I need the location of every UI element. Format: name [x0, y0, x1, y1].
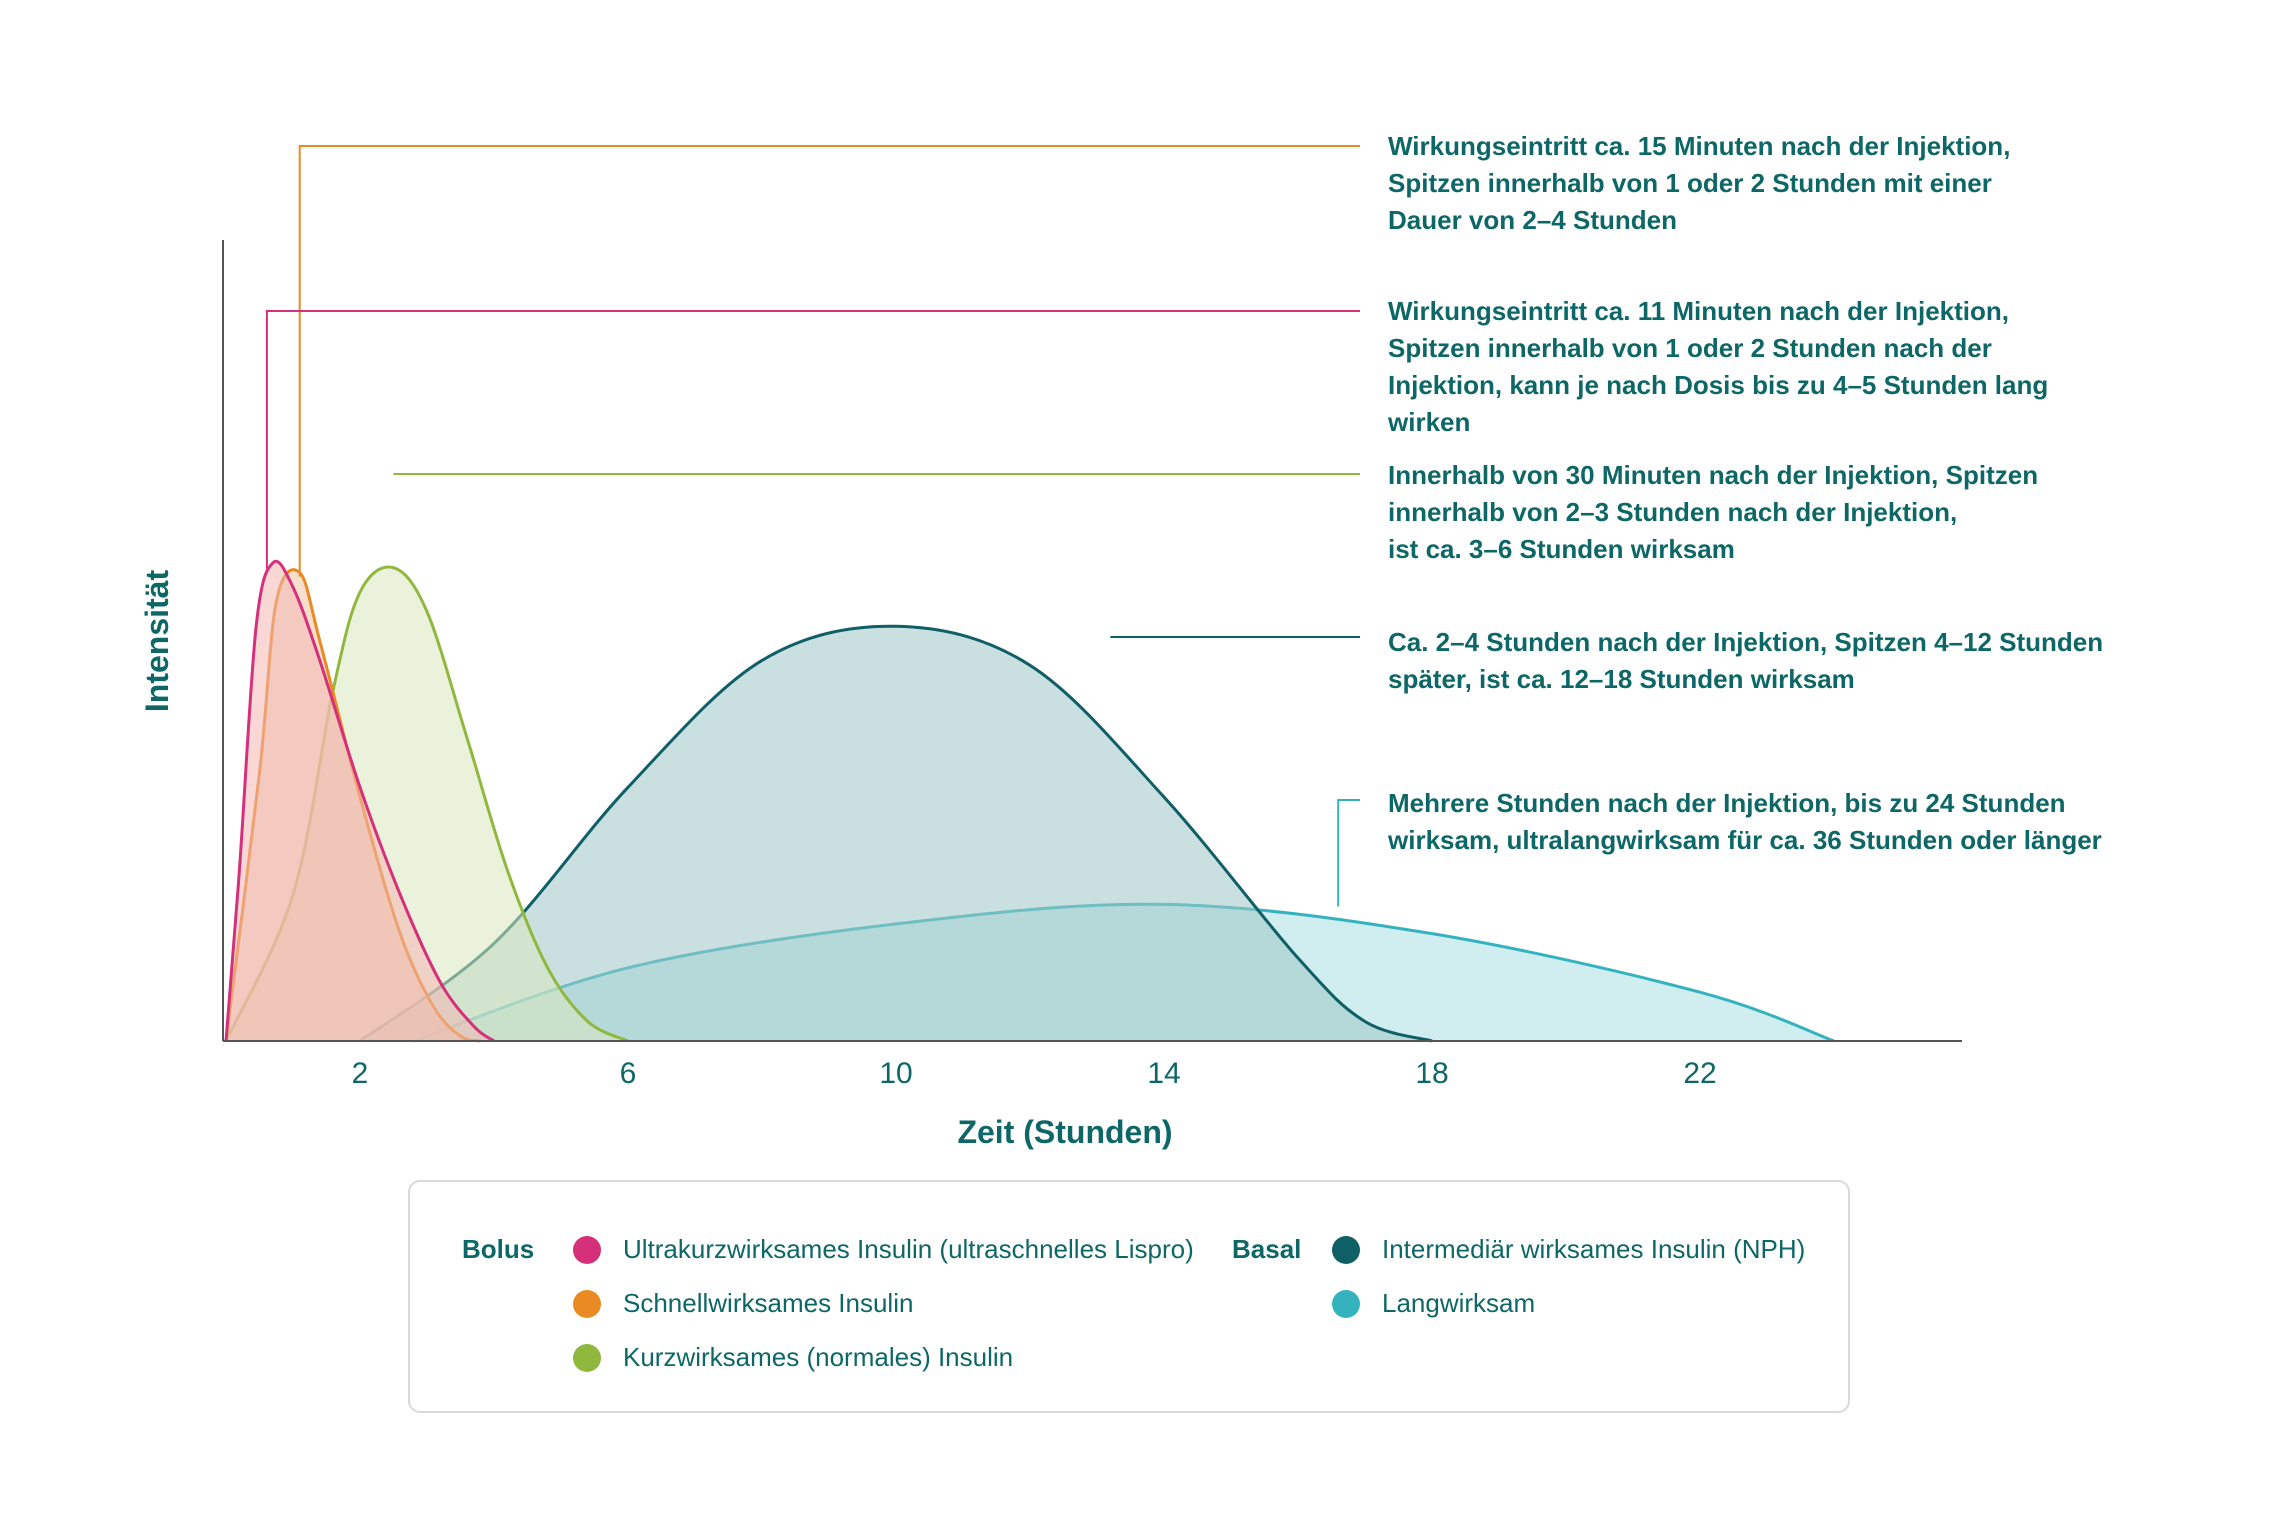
legend-label: Kurzwirksames (normales) Insulin: [623, 1342, 1014, 1372]
legend-marker: [573, 1343, 601, 1372]
legend-item-nph: Intermediär wirksames Insulin (NPH): [1332, 1234, 1805, 1265]
annotation-leader-1: [265, 310, 1360, 569]
annotation-line: Spitzen innerhalb von 1 oder 2 Stunden n…: [1388, 333, 1992, 363]
annotation-0: Wirkungseintritt ca. 15 Minuten nach der…: [1388, 128, 2248, 239]
annotation-line: wirken: [1388, 407, 1471, 437]
legend-label: Intermediär wirksames Insulin (NPH): [1382, 1234, 1806, 1264]
annotation-line: später, ist ca. 12–18 Stunden wirksam: [1388, 664, 1855, 694]
legend-label: Ultrakurzwirksames Insulin (ultraschnell…: [623, 1234, 1194, 1264]
x-tick-label: 18: [1415, 1057, 1448, 1090]
annotation-leaders: [265, 145, 1360, 907]
annotation-leader-4: [1337, 799, 1360, 907]
x-tick-label: 2: [352, 1057, 369, 1090]
annotation-line: Dauer von 2–4 Stunden: [1388, 205, 1677, 235]
x-tick-labels: 2 6 10 14 18 22: [352, 1057, 1717, 1090]
series-area-0: [226, 561, 494, 1041]
annotation-line: Mehrere Stunden nach der Injektion, bis …: [1388, 788, 2066, 818]
annotation-leader-0: [298, 145, 1360, 577]
annotation-line: Ca. 2–4 Stunden nach der Injektion, Spit…: [1388, 627, 2104, 657]
annotation-line: innerhalb von 2–3 Stunden nach der Injek…: [1388, 497, 1958, 527]
x-axis-label: Zeit (Stunden): [957, 1114, 1172, 1150]
legend-label: Langwirksam: [1382, 1288, 1536, 1318]
x-tick-label: 10: [879, 1057, 912, 1090]
series-area-3: [360, 626, 1432, 1041]
y-axis-label: Intensität: [139, 570, 175, 713]
legend-label: Schnellwirksames Insulin: [623, 1288, 914, 1318]
legend-marker: [573, 1289, 601, 1318]
annotation-line: Injektion, kann je nach Dosis bis zu 4–5…: [1388, 370, 2049, 400]
legend-marker: [1332, 1289, 1360, 1318]
x-tick-label: 14: [1147, 1057, 1180, 1090]
annotation-3: Ca. 2–4 Stunden nach der Injektion, Spit…: [1388, 624, 2248, 698]
annotation-4: Mehrere Stunden nach der Injektion, bis …: [1388, 785, 2248, 859]
annotation-line: Wirkungseintritt ca. 15 Minuten nach der…: [1388, 131, 2011, 161]
annotation-1: Wirkungseintritt ca. 11 Minuten nach der…: [1388, 293, 2248, 441]
legend-item-ultrakurz: Ultrakurzwirksames Insulin (ultraschnell…: [573, 1234, 1194, 1265]
annotation-line: Wirkungseintritt ca. 11 Minuten nach der…: [1388, 296, 2009, 326]
annotation-line: wirksam, ultralangwirksam für ca. 36 Stu…: [1388, 825, 2102, 855]
annotation-line: ist ca. 3–6 Stunden wirksam: [1388, 534, 1735, 564]
legend-group-basal: Basal: [1232, 1234, 1302, 1264]
legend-item-schnell: Schnellwirksames Insulin: [573, 1288, 913, 1319]
legend-marker: [573, 1235, 601, 1264]
x-tick-label: 22: [1683, 1057, 1716, 1090]
series-areas: [224, 559, 1835, 1043]
series-line-0: [224, 559, 495, 1043]
legend-item-kurz: Kurzwirksames (normales) Insulin: [573, 1342, 1013, 1373]
legend-marker: [1332, 1235, 1360, 1264]
series-line-3: [359, 624, 1433, 1043]
annotation-line: Spitzen innerhalb von 1 oder 2 Stunden m…: [1388, 168, 1992, 198]
legend: Bolus Basal Ultrakurzwirksames Insulin (…: [408, 1180, 1850, 1413]
annotation-2: Innerhalb von 30 Minuten nach der Injekt…: [1388, 457, 2248, 568]
legend-item-lang: Langwirksam: [1332, 1288, 1535, 1319]
legend-group-bolus: Bolus: [462, 1234, 535, 1264]
annotation-line: Innerhalb von 30 Minuten nach der Injekt…: [1388, 460, 2039, 490]
x-tick-label: 6: [620, 1057, 637, 1090]
